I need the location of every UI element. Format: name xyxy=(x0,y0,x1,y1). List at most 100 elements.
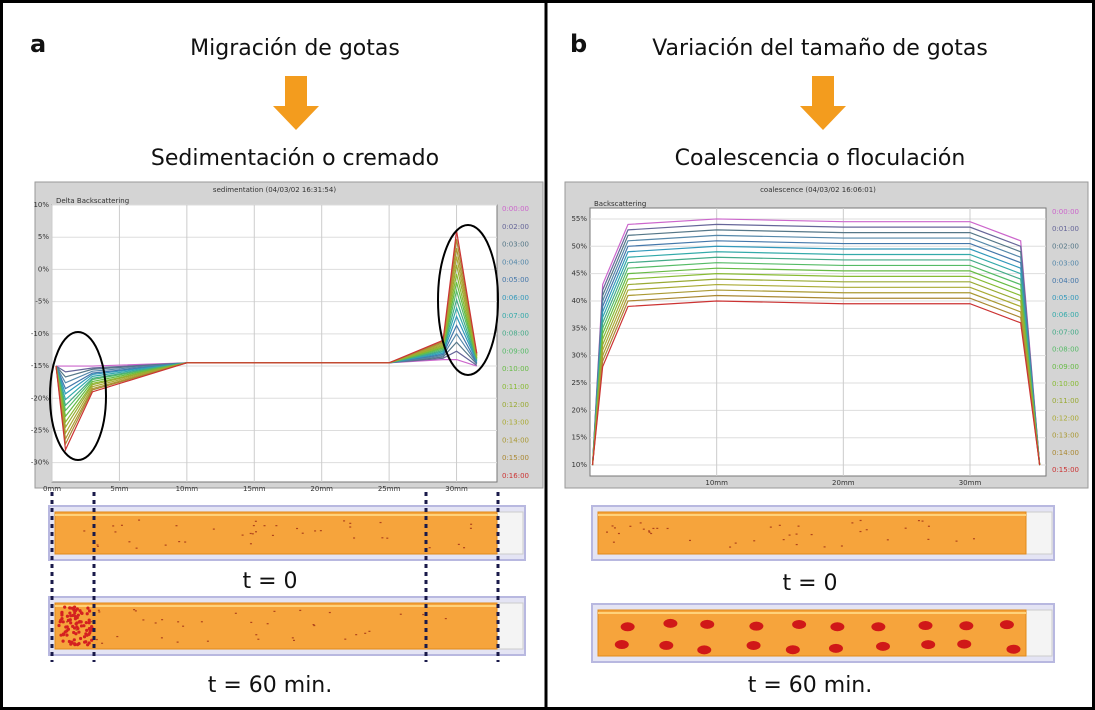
droplet xyxy=(865,529,868,531)
droplet xyxy=(1006,644,1021,654)
y-tick-label: -20% xyxy=(31,394,49,402)
chart-title: coalescence (04/03/02 16:06:01) xyxy=(760,186,876,194)
y-tick-label: 45% xyxy=(571,270,587,278)
droplet xyxy=(72,605,77,609)
droplet xyxy=(98,611,101,613)
droplet xyxy=(83,640,87,644)
droplet xyxy=(65,614,70,618)
droplet xyxy=(257,638,260,640)
result-label: Coalescencia o floculación xyxy=(675,146,966,171)
series-line xyxy=(591,245,1041,466)
droplet xyxy=(241,534,244,536)
droplet xyxy=(63,605,67,609)
y-tick-label: -25% xyxy=(31,426,49,434)
droplet xyxy=(95,638,98,641)
droplet xyxy=(90,621,93,623)
droplet xyxy=(175,525,178,527)
legend-entry: 0:12:00 xyxy=(1052,414,1079,422)
droplet xyxy=(68,618,72,622)
legend-entry: 0:07:00 xyxy=(1052,328,1079,336)
droplet xyxy=(613,527,616,529)
droplet xyxy=(61,639,65,643)
y-tick-label: 35% xyxy=(571,324,587,332)
droplet xyxy=(972,538,975,540)
droplet xyxy=(273,610,276,612)
droplet xyxy=(652,527,655,530)
droplet xyxy=(255,634,258,636)
droplet xyxy=(688,539,691,542)
droplet xyxy=(999,620,1014,630)
highlight xyxy=(437,224,499,376)
y-tick-label: -30% xyxy=(31,459,49,467)
process-label: Variación del tamaño de gotas xyxy=(652,36,988,61)
series-line xyxy=(591,251,1041,466)
droplet xyxy=(75,625,79,629)
droplet xyxy=(275,525,278,527)
droplet xyxy=(344,638,347,640)
tube-end xyxy=(1025,609,1053,657)
droplet xyxy=(663,618,678,628)
droplet xyxy=(639,522,642,524)
droplet xyxy=(296,527,299,530)
droplet xyxy=(957,639,972,649)
droplet xyxy=(68,611,72,615)
droplet xyxy=(66,627,70,631)
droplet xyxy=(251,533,254,535)
droplet xyxy=(368,630,371,632)
arrow xyxy=(800,76,846,130)
droplet xyxy=(266,623,269,625)
legend-entry: 0:09:00 xyxy=(502,347,529,355)
droplet xyxy=(642,528,645,530)
droplet xyxy=(90,638,94,642)
droplet xyxy=(301,532,304,534)
droplet xyxy=(184,541,187,543)
legend-entry: 0:03:00 xyxy=(1052,260,1079,268)
legend-entry: 0:02:00 xyxy=(1052,242,1079,250)
droplet xyxy=(255,531,258,533)
droplet xyxy=(73,617,78,621)
legend-entry: 0:11:00 xyxy=(502,383,529,391)
x-tick-label: 5mm xyxy=(110,485,128,493)
droplet xyxy=(470,523,473,525)
highlight xyxy=(49,331,107,461)
x-tick-label: 0mm xyxy=(43,485,61,493)
droplet xyxy=(729,546,732,548)
droplet xyxy=(271,534,274,537)
droplet xyxy=(355,634,358,636)
droplet xyxy=(72,626,77,630)
droplet xyxy=(65,621,68,623)
droplet xyxy=(69,642,73,646)
droplet xyxy=(74,622,78,626)
droplet xyxy=(78,636,83,641)
panel-letter: b xyxy=(570,30,587,58)
droplet xyxy=(617,532,620,535)
droplet xyxy=(212,528,215,530)
droplet xyxy=(96,544,99,546)
legend-entry: 0:09:00 xyxy=(1052,363,1079,371)
droplet xyxy=(73,611,77,615)
droplet xyxy=(349,522,352,524)
droplet xyxy=(164,544,167,546)
droplet xyxy=(249,532,252,535)
droplet xyxy=(746,640,761,650)
droplet xyxy=(422,613,425,616)
droplet xyxy=(60,616,64,621)
droplet xyxy=(293,639,296,642)
droplet xyxy=(734,542,737,544)
droplet xyxy=(86,643,90,647)
droplet xyxy=(795,533,798,535)
droplet xyxy=(656,527,659,529)
droplet xyxy=(955,540,958,542)
droplet xyxy=(252,524,255,527)
legend-entry: 0:00:00 xyxy=(502,205,529,213)
series-line xyxy=(591,218,1041,466)
y-tick-label: -15% xyxy=(31,362,49,370)
legend-entry: 0:05:00 xyxy=(502,276,529,284)
x-tick-label: 25mm xyxy=(378,485,401,493)
droplet xyxy=(112,525,115,527)
legend-entry: 0:14:00 xyxy=(502,436,529,444)
droplet xyxy=(614,640,629,650)
droplet xyxy=(313,624,316,627)
droplet xyxy=(61,620,65,624)
droplet xyxy=(921,640,936,650)
